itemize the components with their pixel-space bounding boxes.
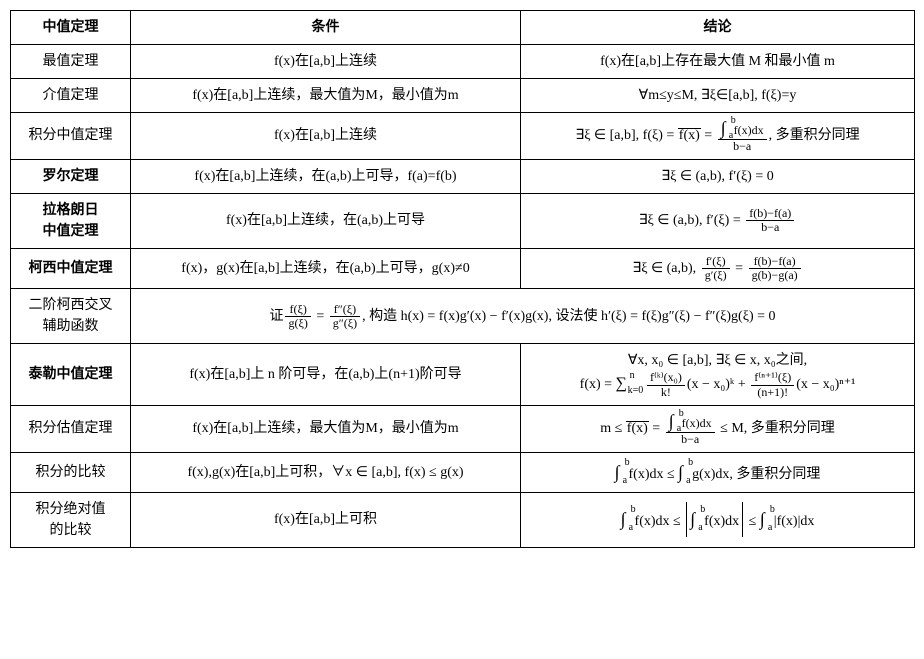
sigma-icon: ∑k=0n	[616, 372, 627, 396]
math-prefix: ∃ξ ∈ [a,b], f(ξ) =	[575, 128, 677, 143]
theorem-name: 积分绝对值 的比较	[11, 492, 131, 547]
math-fraction: f⁽ᵏ⁾(x₀) k!	[647, 371, 685, 398]
math-fraction: f″(ξ) g″(ξ)	[330, 303, 360, 330]
table-row: 罗尔定理 f(x)在[a,b]上连续，在(a,b)上可导，f(a)=f(b) ∃…	[11, 159, 915, 193]
theorem-condition: f(x)在[a,b]上连续，在(a,b)上可导	[131, 193, 521, 248]
integral-icon: ∫ab	[615, 459, 620, 486]
table-row: 介值定理 f(x)在[a,b]上连续，最大值为M，最小值为m ∀m≤y≤M, ∃…	[11, 79, 915, 113]
table-row: 积分绝对值 的比较 f(x)在[a,b]上可积 ∫ab f(x)dx ≤ ∫ab…	[11, 492, 915, 547]
theorem-name: 柯西中值定理	[11, 248, 131, 288]
table-row: 积分的比较 f(x),g(x)在[a,b]上可积，∀x ∈ [a,b], f(x…	[11, 452, 915, 492]
theorem-condition: f(x)在[a,b]上可积	[131, 492, 521, 547]
math-line1: ∀x, x₀ ∈ [a,b], ∃ξ ∈ x, x₀之间,	[525, 350, 910, 371]
header-conclusion: 结论	[521, 11, 915, 45]
theorem-conclusion: m ≤ f(x) = ∫ab f(x)dx b−a ≤ M, 多重积分同理	[521, 405, 915, 452]
table-row: 二阶柯西交叉 辅助函数 证 f(ξ) g(ξ) = f″(ξ) g″(ξ) , …	[11, 289, 915, 344]
table-row: 积分中值定理 f(x)在[a,b]上连续 ∃ξ ∈ [a,b], f(ξ) = …	[11, 113, 915, 160]
integral-icon: ∫ab	[669, 412, 674, 432]
math-suffix: , 多重积分同理	[769, 128, 860, 143]
math-fraction: ∫ab f(x)dx b−a	[718, 119, 767, 153]
math-mean: f(x)	[626, 421, 649, 436]
table-header-row: 中值定理 条件 结论	[11, 11, 915, 45]
table-row: 泰勒中值定理 f(x)在[a,b]上 n 阶可导，在(a,b)上(n+1)阶可导…	[11, 344, 915, 405]
theorem-name: 积分估值定理	[11, 405, 131, 452]
theorem-conclusion: ∀m≤y≤M, ∃ξ∈[a,b], f(ξ)=y	[521, 79, 915, 113]
theorem-condition: f(x)在[a,b]上连续，最大值为M，最小值为m	[131, 405, 521, 452]
theorem-name: 泰勒中值定理	[11, 344, 131, 405]
math-fraction: f⁽ⁿ⁺¹⁾(ξ) (n+1)!	[751, 371, 794, 398]
math-prefix: ∃ξ ∈ (a,b), f′(ξ) =	[639, 213, 745, 228]
theorem-name: 拉格朗日 中值定理	[11, 193, 131, 248]
header-theorem: 中值定理	[11, 11, 131, 45]
math-line2: f(x) = ∑k=0n f⁽ᵏ⁾(x₀) k! (x − x₀)ᵏ + f⁽ⁿ…	[525, 371, 910, 398]
theorem-name: 二阶柯西交叉 辅助函数	[11, 289, 131, 344]
header-condition: 条件	[131, 11, 521, 45]
table-row: 柯西中值定理 f(x)，g(x)在[a,b]上连续，在(a,b)上可导，g(x)…	[11, 248, 915, 288]
math-fraction: f(b)−f(a) b−a	[746, 207, 794, 234]
theorem-condition: f(x)在[a,b]上连续，在(a,b)上可导，f(a)=f(b)	[131, 159, 521, 193]
theorem-conclusion: ∃ξ ∈ [a,b], f(ξ) = f(x) = ∫ab f(x)dx b−a…	[521, 113, 915, 160]
integral-icon: ∫ab	[760, 506, 765, 533]
theorem-condition: f(x)在[a,b]上 n 阶可导，在(a,b)上(n+1)阶可导	[131, 344, 521, 405]
theorem-conclusion: f(x)在[a,b]上存在最大值 M 和最小值 m	[521, 45, 915, 79]
integral-icon: ∫ab	[721, 119, 726, 139]
integral-icon: ∫ab	[621, 506, 626, 533]
theorem-conclusion: ∀x, x₀ ∈ [a,b], ∃ξ ∈ x, x₀之间, f(x) = ∑k=…	[521, 344, 915, 405]
theorem-table: 中值定理 条件 结论 最值定理 f(x)在[a,b]上连续 f(x)在[a,b]…	[10, 10, 915, 548]
theorem-condition: f(x),g(x)在[a,b]上可积，∀x ∈ [a,b], f(x) ≤ g(…	[131, 452, 521, 492]
theorem-condition: f(x)在[a,b]上连续	[131, 113, 521, 160]
theorem-conclusion: ∫ab f(x)dx ≤ ∫ab g(x)dx, 多重积分同理	[521, 452, 915, 492]
theorem-condition: f(x)在[a,b]上连续，最大值为M，最小值为m	[131, 79, 521, 113]
theorem-conclusion: ∃ξ ∈ (a,b), f′(ξ) g′(ξ) = f(b)−f(a) g(b)…	[521, 248, 915, 288]
theorem-condition: f(x)，g(x)在[a,b]上连续，在(a,b)上可导，g(x)≠0	[131, 248, 521, 288]
theorem-name: 积分中值定理	[11, 113, 131, 160]
math-fraction: f(ξ) g(ξ)	[285, 303, 310, 330]
integral-icon: ∫ab	[678, 459, 683, 486]
math-prefix: ∃ξ ∈ (a,b),	[632, 261, 699, 276]
table-row: 积分估值定理 f(x)在[a,b]上连续，最大值为M，最小值为m m ≤ f(x…	[11, 405, 915, 452]
theorem-name: 介值定理	[11, 79, 131, 113]
theorem-name: 最值定理	[11, 45, 131, 79]
integral-icon: ∫ab	[690, 506, 695, 533]
math-fraction: ∫ab f(x)dx b−a	[666, 412, 715, 446]
theorem-condition: f(x)在[a,b]上连续	[131, 45, 521, 79]
theorem-merged-content: 证 f(ξ) g(ξ) = f″(ξ) g″(ξ) , 构造 h(x) = f(…	[131, 289, 915, 344]
abs-bars: ∫ab f(x)dx	[686, 502, 743, 537]
math-fraction: f(b)−f(a) g(b)−g(a)	[749, 255, 801, 282]
theorem-conclusion: ∃ξ ∈ (a,b), f′(ξ) = f(b)−f(a) b−a	[521, 193, 915, 248]
table-row: 最值定理 f(x)在[a,b]上连续 f(x)在[a,b]上存在最大值 M 和最…	[11, 45, 915, 79]
math-fraction: f′(ξ) g′(ξ)	[702, 255, 730, 282]
theorem-conclusion: ∫ab f(x)dx ≤ ∫ab f(x)dx ≤ ∫ab |f(x)|dx	[521, 492, 915, 547]
theorem-name: 积分的比较	[11, 452, 131, 492]
theorem-conclusion: ∃ξ ∈ (a,b), f′(ξ) = 0	[521, 159, 915, 193]
table-row: 拉格朗日 中值定理 f(x)在[a,b]上连续，在(a,b)上可导 ∃ξ ∈ (…	[11, 193, 915, 248]
math-mean: f(x)	[678, 128, 701, 143]
theorem-name: 罗尔定理	[11, 159, 131, 193]
